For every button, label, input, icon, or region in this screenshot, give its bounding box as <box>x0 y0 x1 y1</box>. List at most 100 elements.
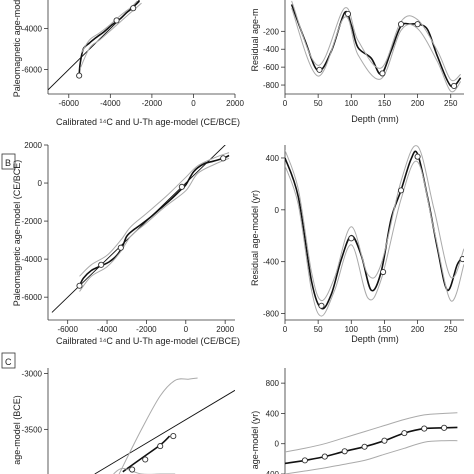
x-tick-label: -2000 <box>142 99 163 108</box>
y-tick-label: 0 <box>38 179 43 188</box>
envelope-upper-line <box>291 0 462 82</box>
y-tick-label: 0 <box>275 440 280 449</box>
panel-label-b: B <box>1 153 16 170</box>
chart-a-right-ylabel: Residual age-m <box>250 8 260 71</box>
model-series-line <box>285 150 464 310</box>
data-point-marker <box>178 183 185 190</box>
chart-b-left: 2000 0 -2000 -4000 -6000 -6000 -4000 -2000 0 2000 <box>22 141 235 334</box>
x-tick-label: -6000 <box>57 325 78 334</box>
x-tick-label: 100 <box>345 99 359 108</box>
y-tick-label: -800 <box>263 310 280 319</box>
y-tick-label: -400 <box>263 45 280 54</box>
data-point-marker <box>414 21 421 28</box>
envelope-upper-line <box>118 377 198 474</box>
x-tick-label: 200 <box>411 99 425 108</box>
model-series-line <box>285 426 458 465</box>
data-point-marker <box>76 72 83 79</box>
data-point-marker <box>379 70 386 77</box>
x-tick-label: 0 <box>184 325 189 334</box>
envelope-upper-line <box>285 412 458 453</box>
data-point-marker <box>341 448 348 455</box>
y-tick-label: 2000 <box>24 141 42 150</box>
data-point-marker <box>321 453 328 460</box>
envelope-lower-line <box>113 467 176 474</box>
x-tick-label: 150 <box>378 99 392 108</box>
chart-b-left-xlabel: Cailbrated ¹⁴C and U-Th age-model (CE/BC… <box>56 336 240 346</box>
envelope-lower-line <box>79 2 142 69</box>
data-point-marker <box>401 430 408 437</box>
y-tick-label: -600 <box>263 63 280 72</box>
y-tick-label: -6000 <box>22 293 43 302</box>
y-tick-label: -3000 <box>22 370 43 379</box>
panel-label-b-text: B <box>5 158 11 168</box>
chart-b-left-ylabel: Paleomagnetic age-model (CE/BCE) <box>12 160 22 307</box>
chart-a-left-xlabel: Calibrated ¹⁴C and U-Th age-model (CE/BC… <box>56 117 240 127</box>
panel-label-c-text: C <box>5 357 12 367</box>
one-to-one-line <box>48 0 141 91</box>
y-tick-label: 400 <box>266 409 280 418</box>
chart-b-right-xlabel: Depth (mm) <box>351 334 399 344</box>
x-tick-label: -2000 <box>136 325 157 334</box>
y-tick-label: -800 <box>263 81 280 90</box>
y-tick-label: -6000 <box>22 65 43 74</box>
data-point-marker <box>361 443 368 450</box>
data-point-marker <box>316 66 323 73</box>
y-tick-label: -400 <box>263 258 280 267</box>
data-point-marker <box>348 235 355 242</box>
data-point-marker <box>113 17 120 24</box>
envelope-lower-line <box>291 7 462 93</box>
y-tick-label: -4000 <box>22 255 43 264</box>
one-to-one-line <box>94 389 235 474</box>
envelope-upper-line <box>79 152 230 277</box>
y-tick-label: -3500 <box>22 425 43 434</box>
y-tick-label: 0 <box>275 206 280 215</box>
chart-b-right-ylabel: Residual age-model (yr) <box>250 190 260 286</box>
data-point-marker <box>318 302 325 309</box>
x-tick-label: 50 <box>314 325 323 334</box>
data-point-marker <box>441 424 448 431</box>
data-point-marker <box>397 21 405 28</box>
x-tick-label: -4000 <box>97 325 118 334</box>
x-tick-label: 250 <box>444 325 458 334</box>
y-tick-label: -4000 <box>22 25 43 34</box>
data-point-marker <box>142 456 149 463</box>
x-tick-label: 0 <box>191 99 196 108</box>
chart-c-left: -3000 -3500 <box>22 368 235 474</box>
chart-c-right: 800 400 0 -400 <box>263 368 458 474</box>
chart-a-left: -4000 -6000 -6000 -4000 -2000 0 2000 <box>22 0 244 108</box>
data-point-marker <box>157 443 164 450</box>
x-tick-label: 50 <box>314 99 323 108</box>
envelope-upper-line <box>285 145 464 302</box>
model-series-line <box>122 435 171 473</box>
data-point-marker <box>220 155 227 162</box>
y-tick-label: 400 <box>266 154 280 163</box>
x-tick-label: 100 <box>345 325 359 334</box>
chart-a-left-ylabel: Paleomagnetic age-model <box>12 0 22 97</box>
x-tick-label: 200 <box>411 325 425 334</box>
model-series-line <box>290 4 462 88</box>
x-tick-label: 2000 <box>226 99 244 108</box>
y-tick-label: -2000 <box>22 217 43 226</box>
y-tick-label: -400 <box>263 470 280 474</box>
panel-label-c: C <box>1 352 16 369</box>
x-tick-label: 2000 <box>216 325 234 334</box>
model-series-line <box>78 0 140 76</box>
data-point-marker <box>170 433 177 440</box>
envelope-lower-line <box>285 160 464 317</box>
one-to-one-line <box>51 145 226 313</box>
y-tick-label: -200 <box>263 27 280 36</box>
data-point-marker <box>129 466 136 473</box>
data-point-marker <box>380 268 387 276</box>
chart-c-left-ylabel: age-model (BCE) <box>12 395 22 465</box>
data-point-marker <box>301 457 308 464</box>
data-point-marker <box>459 256 464 263</box>
chart-c-right-ylabel: age-model (yr) <box>250 411 260 470</box>
x-tick-label: -6000 <box>59 99 80 108</box>
x-tick-label: -4000 <box>100 99 121 108</box>
envelope-lower-line <box>79 157 230 292</box>
y-tick-label: 800 <box>266 379 280 388</box>
data-point-marker <box>117 244 124 251</box>
envelope-lower-line <box>285 440 458 474</box>
